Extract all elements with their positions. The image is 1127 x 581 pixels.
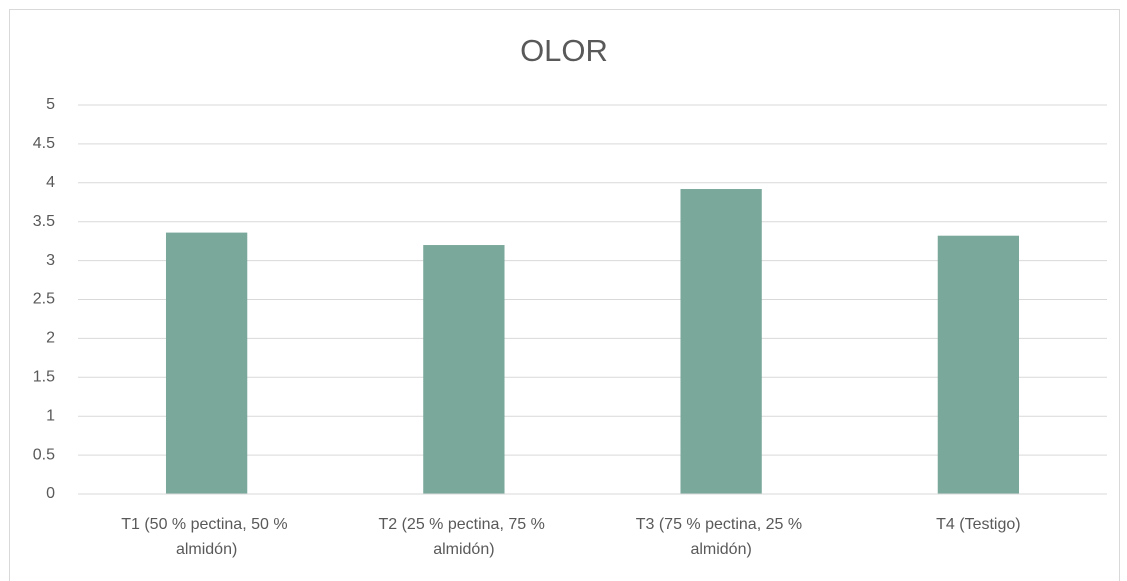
bar [165,232,248,495]
y-tick-label: 4 [46,174,55,191]
y-tick-label: 2.5 [33,291,55,308]
y-tick-label: 5 [46,96,55,113]
y-tick-label: 1.5 [33,369,55,386]
y-tick-label: 3.5 [33,213,55,230]
y-tick-label: 3 [46,252,55,269]
y-tick-label: 0.5 [33,446,55,463]
x-tick-label: T4 (Testigo) [936,516,1020,533]
x-tick-label: T3 (75 % pectina, 25 % almidón) [636,516,807,558]
bar [937,235,1020,495]
bar [680,189,762,495]
y-tick-label: 0 [46,485,55,502]
bar [423,245,505,494]
y-tick-label: 2 [46,330,55,347]
y-tick-label: 1 [46,407,55,424]
x-tick-label: T1 (50 % pectina, 50 % almidón) [121,516,292,558]
chart-title: OLOR [520,33,608,68]
y-tick-label: 4.5 [33,135,55,152]
x-tick-label: T2 (25 % pectina, 75 % almidón) [378,516,549,558]
